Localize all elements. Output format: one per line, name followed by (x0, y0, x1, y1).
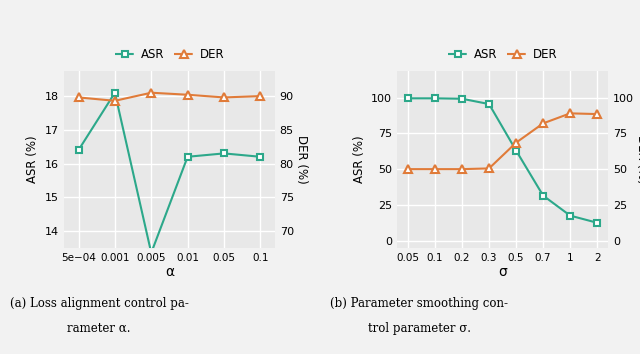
Text: trol parameter σ.: trol parameter σ. (368, 322, 470, 335)
Y-axis label: DER (%): DER (%) (295, 135, 308, 184)
Text: rameter α.: rameter α. (67, 322, 131, 335)
Y-axis label: ASR (%): ASR (%) (26, 136, 40, 183)
Legend: ASR, DER: ASR, DER (448, 48, 557, 61)
X-axis label: α: α (165, 266, 174, 279)
X-axis label: σ: σ (498, 266, 507, 279)
Legend: ASR, DER: ASR, DER (115, 48, 224, 61)
Text: (b) Parameter smoothing con-: (b) Parameter smoothing con- (330, 297, 508, 310)
Y-axis label: ASR (%): ASR (%) (353, 136, 365, 183)
Y-axis label: DER (%): DER (%) (635, 135, 640, 184)
Text: (a) Loss alignment control pa-: (a) Loss alignment control pa- (10, 297, 189, 310)
